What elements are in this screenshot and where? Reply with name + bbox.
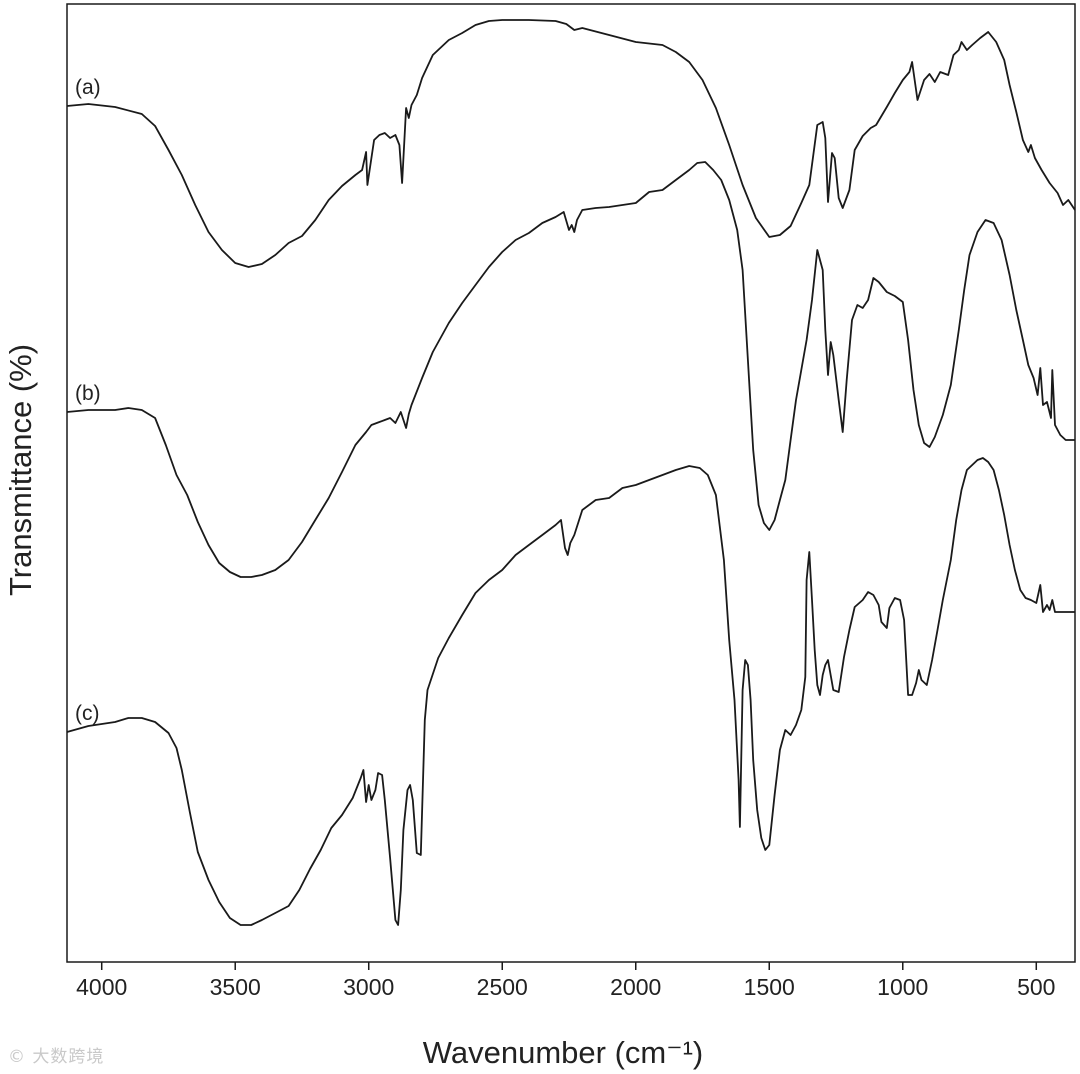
x-tick-label-500: 500 bbox=[1017, 974, 1055, 1000]
y-axis-title: Transmittance (%) bbox=[3, 344, 38, 596]
series-label-c: (c) bbox=[75, 702, 100, 725]
series-labels: (a) (b) (c) bbox=[75, 76, 101, 725]
x-tick-label-2500: 2500 bbox=[477, 974, 528, 1000]
x-axis-tick-labels: 4000 3500 3000 2500 2000 1500 1000 500 bbox=[76, 974, 1055, 1000]
x-tick-label-1000: 1000 bbox=[877, 974, 928, 1000]
plot-frame bbox=[66, 3, 1076, 963]
x-tick-label-1500: 1500 bbox=[744, 974, 795, 1000]
series-trace-c bbox=[66, 457, 1075, 926]
x-tick-label-3500: 3500 bbox=[210, 974, 261, 1000]
watermark: © 大数跨境 bbox=[8, 1047, 105, 1067]
spectra-traces bbox=[66, 19, 1076, 926]
series-label-b: (b) bbox=[75, 382, 101, 405]
series-trace-b bbox=[66, 161, 1075, 578]
series-label-a: (a) bbox=[75, 76, 101, 99]
x-tick-label-4000: 4000 bbox=[76, 974, 127, 1000]
x-tick-label-3000: 3000 bbox=[343, 974, 394, 1000]
series-trace-a bbox=[66, 19, 1076, 268]
x-axis-title: Wavenumber (cm⁻¹) bbox=[423, 1035, 703, 1070]
x-axis-ticks bbox=[100, 962, 1038, 970]
x-tick-label-2000: 2000 bbox=[610, 974, 661, 1000]
